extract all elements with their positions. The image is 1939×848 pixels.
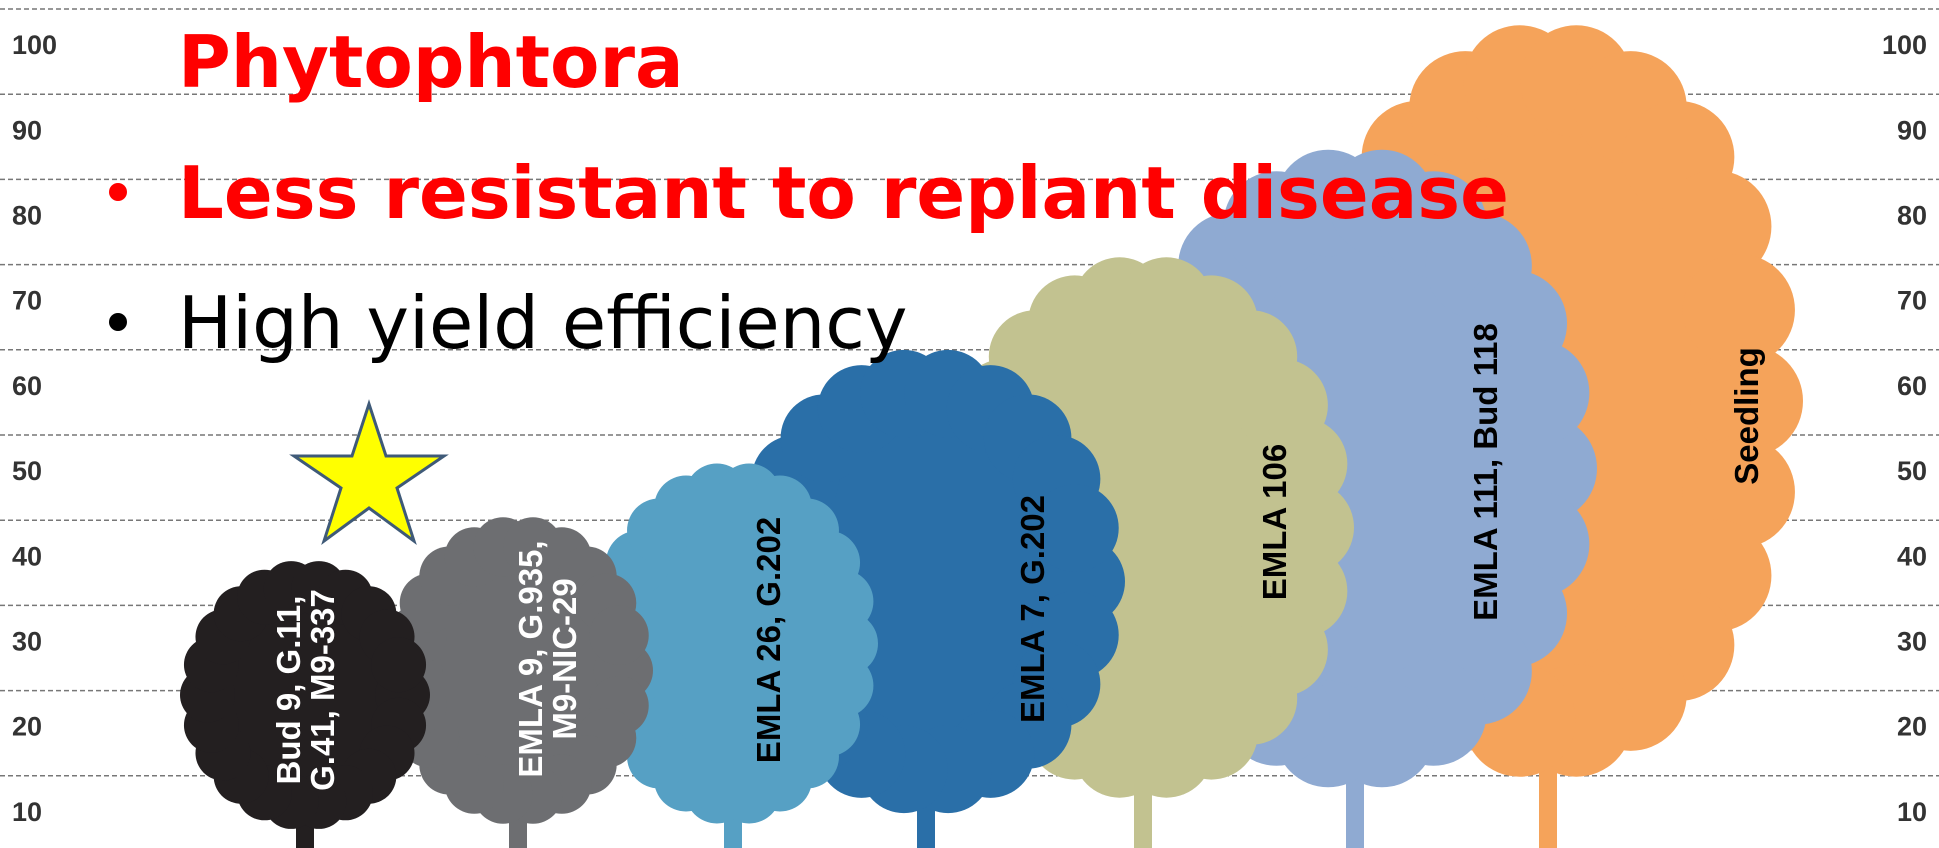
tick-label: 80 bbox=[12, 201, 42, 231]
tree-label: EMLA 7, G.202 bbox=[1014, 495, 1051, 723]
tree-label: EMLA 26, G.202 bbox=[750, 517, 787, 763]
canopy bbox=[412, 545, 624, 796]
tick-label: 70 bbox=[12, 286, 42, 316]
tree-label-line: G.41, M9-337 bbox=[304, 589, 341, 791]
tick-label: 80 bbox=[1897, 201, 1927, 231]
tick-label: 90 bbox=[12, 115, 42, 145]
bullet-text: High yield efficiency bbox=[178, 281, 908, 365]
canopy bbox=[207, 587, 403, 803]
tick-label: 60 bbox=[12, 371, 42, 401]
tick-label: 40 bbox=[1897, 541, 1927, 571]
tick-label: 40 bbox=[12, 541, 42, 571]
tick-label: 70 bbox=[1897, 286, 1927, 316]
tree-label-line: EMLA 111, Bud 118 bbox=[1467, 323, 1504, 621]
bullet-text: Less resistant to replant disease bbox=[178, 151, 1509, 235]
canopy-bump bbox=[1682, 253, 1795, 367]
title: Phytophtora bbox=[178, 20, 684, 104]
tree bbox=[180, 561, 430, 848]
canopy-bump bbox=[1482, 339, 1590, 447]
bullet bbox=[109, 313, 127, 331]
tick-label: 90 bbox=[1897, 115, 1927, 145]
canopy-bump bbox=[1690, 344, 1803, 458]
tree-label-line: EMLA 7, G.202 bbox=[1014, 495, 1051, 723]
canopy bbox=[619, 493, 847, 794]
tick-label: 100 bbox=[12, 30, 57, 60]
tick-label: 60 bbox=[1897, 371, 1927, 401]
star bbox=[289, 399, 449, 545]
canopy-bump bbox=[1031, 484, 1119, 572]
tick-label: 30 bbox=[12, 627, 42, 657]
tree-label: EMLA 9, G.935,M9-NIC-29 bbox=[512, 540, 583, 777]
canopy-bump bbox=[371, 637, 427, 693]
tick-label: 20 bbox=[12, 712, 42, 742]
canopy-bump bbox=[809, 569, 874, 634]
tick-label: 100 bbox=[1882, 30, 1927, 60]
tree-label-line: Seedling bbox=[1728, 347, 1765, 485]
tree-label-line: EMLA 9, G.935, bbox=[512, 540, 549, 777]
tick-label: 50 bbox=[1897, 456, 1927, 486]
canopy-bump bbox=[589, 605, 649, 666]
tree-label: Seedling bbox=[1728, 347, 1765, 485]
tree-label: EMLA 106 bbox=[1256, 444, 1293, 601]
tree-label-line: EMLA 106 bbox=[1256, 444, 1293, 601]
tick-label: 10 bbox=[1897, 797, 1927, 827]
tree-label-line: EMLA 26, G.202 bbox=[750, 517, 787, 763]
tick-label: 30 bbox=[1897, 627, 1927, 657]
tree bbox=[383, 517, 653, 848]
tick-label: 10 bbox=[12, 797, 42, 827]
tree-label: Bud 9, G.11,G.41, M9-337 bbox=[270, 589, 341, 791]
tree-label-line: Bud 9, G.11, bbox=[270, 596, 307, 785]
tree-label-line: M9-NIC-29 bbox=[546, 578, 583, 739]
canopy-bump bbox=[1254, 417, 1348, 511]
tick-label: 50 bbox=[12, 456, 42, 486]
tick-label: 20 bbox=[1897, 712, 1927, 742]
bullet bbox=[109, 183, 127, 201]
tree-label: EMLA 111, Bud 118 bbox=[1467, 323, 1504, 621]
trees: Seedling EMLA 111, Bud 118 EMLA 106 EMLA 7,… bbox=[180, 25, 1803, 848]
text: Phytophtora Less resistant to replant di… bbox=[109, 20, 1509, 365]
